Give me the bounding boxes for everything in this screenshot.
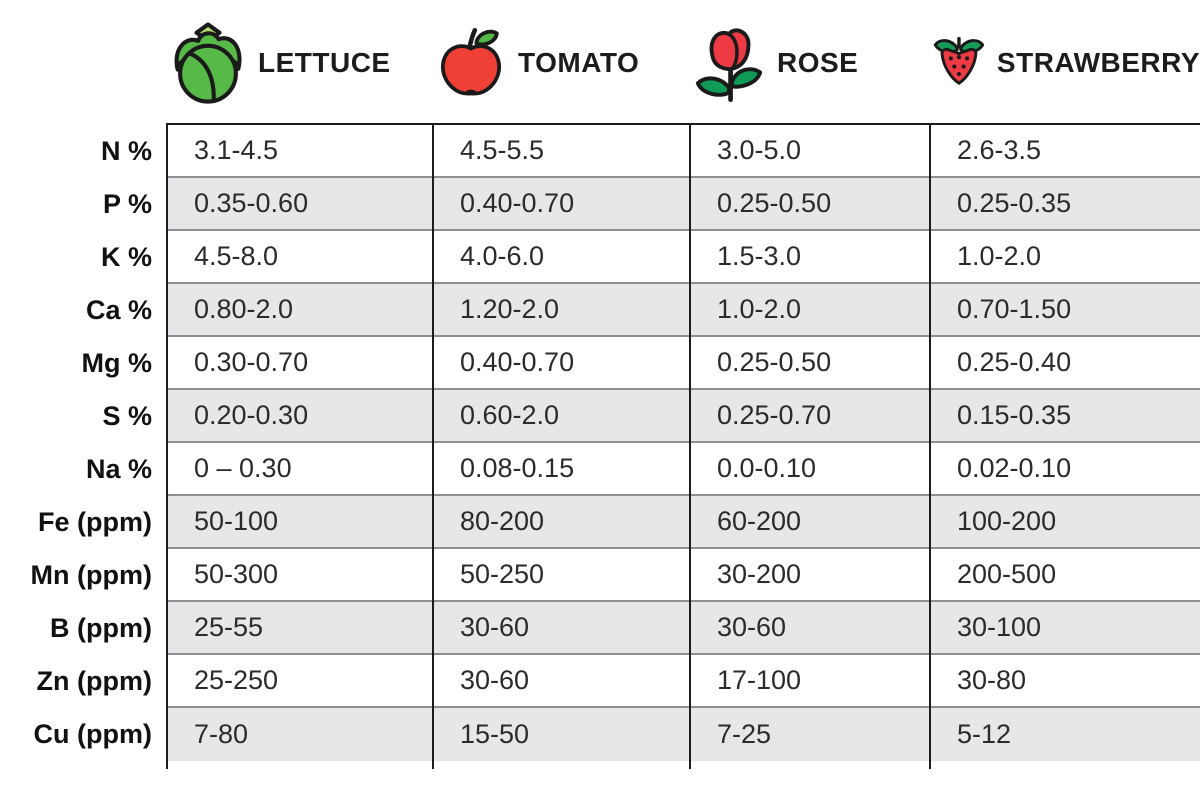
cell-lettuce: 0.35-0.60 [167,178,433,231]
cell-lettuce: 25-55 [167,602,433,655]
row-label: Cu (ppm) [33,719,152,749]
cell-strawberry: 5-12 [930,708,1200,761]
cell-tomato: 30-60 [433,655,690,708]
table-header: LETTUCE TOMATO [0,0,1200,123]
cell-strawberry: 1.0-2.0 [930,231,1200,284]
cell-lettuce: 3.1-4.5 [167,125,433,178]
table-row: Zn (ppm) 25-250 30-60 17-100 30-80 [0,655,1200,708]
cell-lettuce: 0 – 0.30 [167,443,433,496]
cell-strawberry: 30-100 [930,602,1200,655]
cell-tomato: 50-250 [433,549,690,602]
tomato-icon [440,27,502,95]
cell-strawberry: 100-200 [930,496,1200,549]
cell-lettuce: 0.80-2.0 [167,284,433,337]
cell-tomato: 15-50 [433,708,690,761]
row-label: Mg % [81,348,153,378]
table-row: Fe (ppm) 50-100 80-200 60-200 100-200 [0,496,1200,549]
table-body: N % 3.1-4.5 4.5-5.5 3.0-5.0 2.6-3.5 P % … [0,125,1200,761]
cell-rose: 0.25-0.70 [690,390,930,443]
table-row: Mn (ppm) 50-300 50-250 30-200 200-500 [0,549,1200,602]
column-label-strawberry: STRAWBERRY [996,46,1200,78]
cell-rose: 30-200 [690,549,930,602]
row-label: B (ppm) [50,613,152,643]
row-label: P % [102,189,152,219]
cell-strawberry: 0.25-0.35 [930,178,1200,231]
row-label: S % [102,401,152,431]
cell-lettuce: 50-300 [167,549,433,602]
cell-rose: 0.25-0.50 [690,178,930,231]
row-label: Na % [85,454,152,484]
cell-rose: 1.5-3.0 [690,231,930,284]
table-row: Na % 0 – 0.30 0.08-0.15 0.0-0.10 0.02-0.… [0,443,1200,496]
cell-tomato: 4.5-5.5 [433,125,690,178]
cell-lettuce: 7-80 [167,708,433,761]
cell-tomato: 0.40-0.70 [433,337,690,390]
cell-tomato: 0.40-0.70 [433,178,690,231]
cell-strawberry: 2.6-3.5 [930,125,1200,178]
cell-tomato: 80-200 [433,496,690,549]
column-header-lettuce: LETTUCE [167,20,433,104]
header-spacer [0,61,167,63]
column-header-strawberry: STRAWBERRY [930,17,1200,107]
cell-tomato: 0.08-0.15 [433,443,690,496]
cell-rose: 1.0-2.0 [690,284,930,337]
cell-strawberry: 0.25-0.40 [930,337,1200,390]
cell-rose: 17-100 [690,655,930,708]
cell-strawberry: 0.02-0.10 [930,443,1200,496]
cell-lettuce: 25-250 [167,655,433,708]
row-label: K % [100,242,152,272]
cell-tomato: 1.20-2.0 [433,284,690,337]
cell-rose: 0.25-0.50 [690,337,930,390]
cell-rose: 7-25 [690,708,930,761]
rose-icon [695,27,763,102]
cell-lettuce: 0.20-0.30 [167,390,433,443]
column-header-rose: ROSE [690,17,930,107]
cell-lettuce: 0.30-0.70 [167,337,433,390]
row-label: Ca % [85,295,152,325]
row-label: N % [100,136,152,166]
cell-rose: 0.0-0.10 [690,443,930,496]
column-label-tomato: TOMATO [518,46,640,78]
cell-strawberry: 200-500 [930,549,1200,602]
cell-strawberry: 30-80 [930,655,1200,708]
table-row: P % 0.35-0.60 0.40-0.70 0.25-0.50 0.25-0… [0,178,1200,231]
table-row: Ca % 0.80-2.0 1.20-2.0 1.0-2.0 0.70-1.50 [0,284,1200,337]
cell-lettuce: 4.5-8.0 [167,231,433,284]
table-row: Mg % 0.30-0.70 0.40-0.70 0.25-0.50 0.25-… [0,337,1200,390]
strawberry-icon [933,36,985,85]
row-label: Zn (ppm) [36,666,152,696]
cell-rose: 30-60 [690,602,930,655]
cell-rose: 3.0-5.0 [690,125,930,178]
row-label: Mn (ppm) [30,560,152,590]
row-label: Fe (ppm) [38,507,152,537]
cell-strawberry: 0.70-1.50 [930,284,1200,337]
cell-lettuce: 50-100 [167,496,433,549]
cell-tomato: 30-60 [433,602,690,655]
column-header-tomato: TOMATO [433,20,690,104]
table-row: N % 3.1-4.5 4.5-5.5 3.0-5.0 2.6-3.5 [0,125,1200,178]
cell-rose: 60-200 [690,496,930,549]
cell-strawberry: 0.15-0.35 [930,390,1200,443]
lettuce-icon [174,21,242,104]
cell-tomato: 0.60-2.0 [433,390,690,443]
table-row: Cu (ppm) 7-80 15-50 7-25 5-12 [0,708,1200,761]
column-label-rose: ROSE [777,46,859,78]
column-label-lettuce: LETTUCE [258,46,391,78]
table-row: K % 4.5-8.0 4.0-6.0 1.5-3.0 1.0-2.0 [0,231,1200,284]
cell-tomato: 4.0-6.0 [433,231,690,284]
table-row: B (ppm) 25-55 30-60 30-60 30-100 [0,602,1200,655]
table-row: S % 0.20-0.30 0.60-2.0 0.25-0.70 0.15-0.… [0,390,1200,443]
